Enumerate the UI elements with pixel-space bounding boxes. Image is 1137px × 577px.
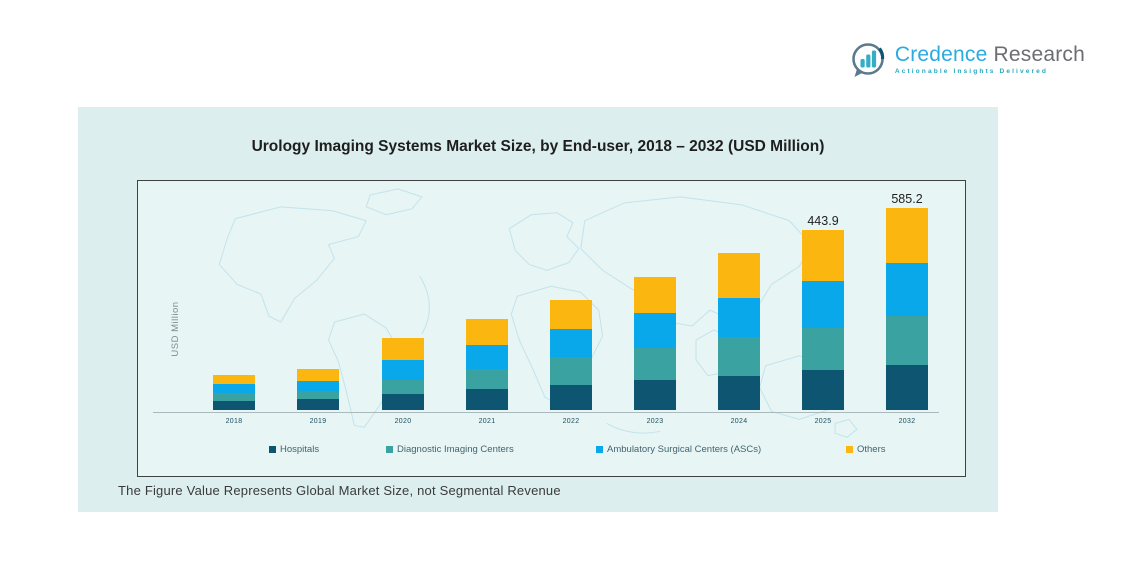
legend-label: Ambulatory Surgical Centers (ASCs) xyxy=(607,444,762,455)
bar-segment xyxy=(382,360,424,380)
logo-tagline: Actionable Insights Delivered xyxy=(894,68,1049,76)
bar-segment xyxy=(382,338,424,361)
bar-segment xyxy=(297,380,339,391)
x-axis-tick-label: 2020 xyxy=(394,418,412,425)
bar-segment xyxy=(886,262,928,316)
bar-segment xyxy=(886,365,928,410)
bar-segment xyxy=(634,347,676,380)
bar-segment xyxy=(550,384,592,410)
legend-swatch xyxy=(596,446,603,453)
bar-segment xyxy=(550,356,592,385)
bar-segment xyxy=(382,380,424,395)
y-axis-label: USD Million xyxy=(170,300,182,357)
plot-area: USD Million 2018 2019 2020 2021 2022 2023 2024… xyxy=(137,180,966,477)
bar-segment xyxy=(466,319,508,346)
bar-segment xyxy=(297,390,339,400)
bar-segment xyxy=(718,253,760,299)
legend-item: Ambulatory Surgical Centers (ASCs) xyxy=(596,444,761,455)
bar-segment xyxy=(213,384,255,393)
bar-segment xyxy=(213,392,255,402)
bar-segment xyxy=(802,229,844,281)
bar-segment xyxy=(297,399,339,410)
legend-item: Hospitals xyxy=(269,444,319,455)
legend-item: Diagnostic Imaging Centers xyxy=(386,444,514,455)
bar-segment xyxy=(802,280,844,328)
logo-text: Credence Research Actionable Insights De… xyxy=(895,44,1085,76)
bar-segment xyxy=(718,298,760,338)
bar-segment xyxy=(466,345,508,370)
bar-segment xyxy=(886,207,928,263)
x-axis-tick-label: 2024 xyxy=(730,418,748,425)
logo-bubble-chart-icon xyxy=(852,43,884,77)
bar-segment xyxy=(634,277,676,314)
bar-segment xyxy=(550,328,592,357)
bar-segment xyxy=(886,315,928,365)
bar-segment xyxy=(382,394,424,410)
logo-brand: Credence Research xyxy=(895,44,1085,65)
x-axis-line xyxy=(153,412,939,413)
x-axis-tick-label: 2025 xyxy=(814,418,832,425)
figure-note: The Figure Value Represents Global Marke… xyxy=(118,483,561,498)
bar-total-label: 443.9 xyxy=(807,213,839,228)
legend-label: Diagnostic Imaging Centers xyxy=(397,444,514,455)
legend-label: Hospitals xyxy=(280,444,320,455)
bar-segment xyxy=(213,401,255,410)
legend-swatch xyxy=(269,446,276,453)
x-axis-tick-label: 2023 xyxy=(646,418,664,425)
credence-research-logo: Credence Research Actionable Insights De… xyxy=(848,40,1085,80)
chart-title: Urology Imaging Systems Market Size, by … xyxy=(251,138,825,155)
bar-segment xyxy=(718,375,760,410)
bar-total-label: 585.2 xyxy=(891,191,923,206)
bar-segment xyxy=(466,388,508,410)
x-axis-tick-label: 2019 xyxy=(309,418,327,425)
x-axis-tick-label: 2032 xyxy=(898,418,916,425)
x-axis-tick-label: 2021 xyxy=(478,418,496,425)
bar-segment xyxy=(297,368,339,381)
bar-segment xyxy=(718,337,760,376)
legend-item: Others xyxy=(846,444,886,455)
bar-segment xyxy=(213,375,255,385)
bar-segment xyxy=(466,369,508,389)
logo-brand-primary: Credence xyxy=(894,43,988,67)
chart-card: Urology Imaging Systems Market Size, by … xyxy=(78,107,998,512)
bar-segment xyxy=(634,313,676,348)
bar-segment xyxy=(802,369,844,410)
legend-label: Others xyxy=(857,444,886,455)
x-axis-tick-label: 2022 xyxy=(562,418,580,425)
x-axis-tick-label: 2018 xyxy=(225,418,243,425)
legend-swatch xyxy=(386,446,393,453)
legend-swatch xyxy=(846,446,853,453)
bar-segment xyxy=(550,299,592,329)
logo-brand-secondary: Research xyxy=(987,43,1085,67)
bar-segment xyxy=(802,327,844,370)
bar-segment xyxy=(634,380,676,410)
